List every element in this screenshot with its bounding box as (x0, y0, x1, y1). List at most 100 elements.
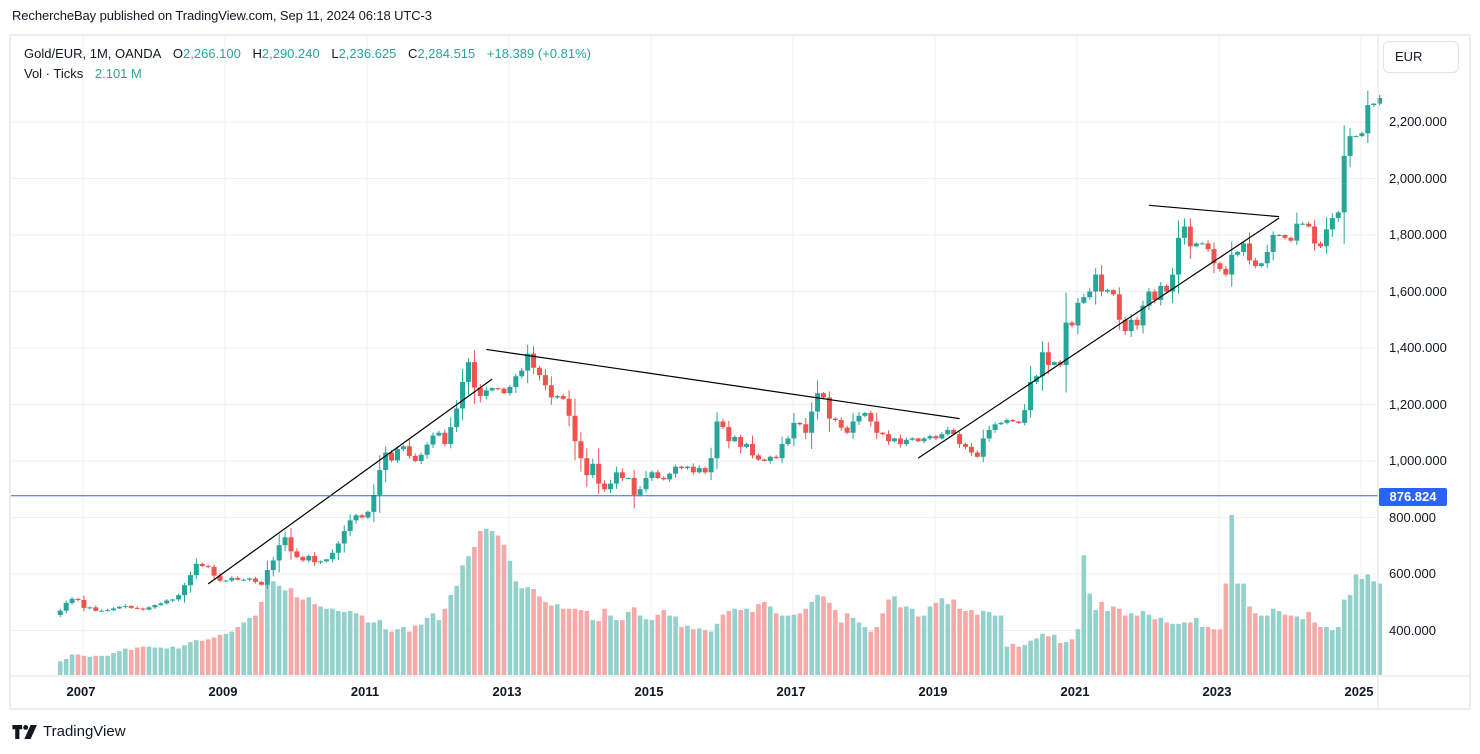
candle (264, 560, 270, 589)
candle-body (679, 466, 684, 469)
candle-body (797, 422, 803, 425)
time-tick-label: 2019 (918, 684, 948, 699)
volume-bar (1199, 627, 1205, 675)
volume-bar (1217, 629, 1223, 675)
volume-bar (176, 648, 181, 675)
candle-body (1199, 243, 1205, 245)
candle-body (241, 579, 247, 581)
volume-bar (247, 617, 252, 675)
candle-body (667, 473, 673, 480)
candle (158, 602, 164, 606)
volume-bar (909, 608, 915, 675)
candle (1099, 265, 1105, 297)
volume-bar (773, 613, 779, 675)
candle-body (418, 454, 424, 461)
price-tick-label: 400.000 (1389, 622, 1436, 638)
candle (152, 604, 158, 610)
candle-body (187, 575, 193, 586)
candle-body (963, 444, 968, 447)
candle (495, 387, 501, 391)
volume-bar (1158, 617, 1164, 675)
volume-label[interactable]: Vol · Ticks (24, 66, 84, 81)
candle (856, 411, 862, 425)
volume-bar (1182, 622, 1187, 675)
candle-body (377, 470, 383, 495)
volume-bar (1312, 622, 1317, 675)
volume-bar (478, 531, 483, 675)
volume-bar (341, 611, 347, 675)
candle (1193, 242, 1199, 248)
candle (377, 455, 383, 513)
candle-body (779, 444, 785, 459)
candle (613, 466, 619, 489)
volume-bar (99, 655, 104, 675)
trendline[interactable] (917, 217, 1280, 459)
candle-body (809, 411, 815, 433)
candle-body (176, 595, 182, 600)
volume-bar (1128, 613, 1134, 675)
candle-body (400, 446, 406, 450)
candle-body (63, 602, 69, 611)
candle (720, 418, 726, 430)
volume-bar (1288, 615, 1294, 675)
volume-bar (1081, 555, 1087, 675)
symbol-name[interactable]: Gold/EUR, 1M, OANDA (24, 46, 162, 61)
trendline[interactable] (207, 378, 493, 585)
currency-button[interactable]: EUR (1383, 41, 1459, 73)
candle (395, 446, 400, 463)
volume-bar (1134, 615, 1140, 675)
candle-body (1312, 226, 1318, 244)
tradingview-logo[interactable]: TradingView (12, 723, 126, 740)
volume-bar (1069, 639, 1075, 675)
candle-body (1128, 319, 1134, 332)
candle-body (182, 585, 187, 596)
candle (708, 447, 714, 480)
horizontal-line-price-label: 876.824 (1379, 488, 1447, 506)
candle (1045, 342, 1051, 375)
volume-bar (827, 602, 832, 675)
ohlc-row: Gold/EUR, 1M, OANDA O2,266.100 H2,290.24… (24, 46, 591, 66)
volume-bar (507, 560, 513, 675)
trendline[interactable] (486, 348, 960, 420)
volume-bar (975, 614, 980, 675)
candle (927, 434, 933, 441)
candle (921, 437, 927, 444)
trendline[interactable] (1148, 204, 1280, 218)
volume-bar (336, 611, 341, 675)
volume-bar (1276, 611, 1282, 675)
candle-body (1247, 243, 1252, 261)
candle-body (288, 537, 294, 552)
candle-body (625, 477, 631, 479)
candle (560, 393, 566, 401)
candle-body (1294, 223, 1300, 241)
volume-bar (578, 610, 584, 675)
candle (1371, 103, 1377, 107)
candle (223, 579, 229, 582)
volume-bar (519, 588, 525, 675)
volume-bar (833, 610, 838, 675)
candle-body (146, 607, 152, 610)
volume-bar (803, 608, 809, 675)
candle-body (1051, 362, 1057, 365)
candle-body (1335, 212, 1341, 219)
candle-body (448, 427, 454, 445)
candle (862, 411, 868, 418)
candle (229, 576, 235, 582)
candle (81, 595, 87, 612)
candle-body (1105, 290, 1110, 292)
volume-bar (785, 615, 791, 675)
volume-bar (590, 620, 596, 675)
candle (69, 597, 75, 605)
candle (1170, 267, 1176, 304)
candle-body (1022, 410, 1028, 423)
volume-bar (927, 606, 933, 675)
candle (933, 435, 939, 441)
volume-bar (1259, 615, 1264, 675)
volume-bar (1176, 623, 1181, 675)
volume-bar (170, 646, 175, 675)
candle (1069, 321, 1075, 328)
volume-bar (460, 565, 465, 675)
candle (649, 470, 655, 481)
candle-body (1028, 381, 1034, 411)
